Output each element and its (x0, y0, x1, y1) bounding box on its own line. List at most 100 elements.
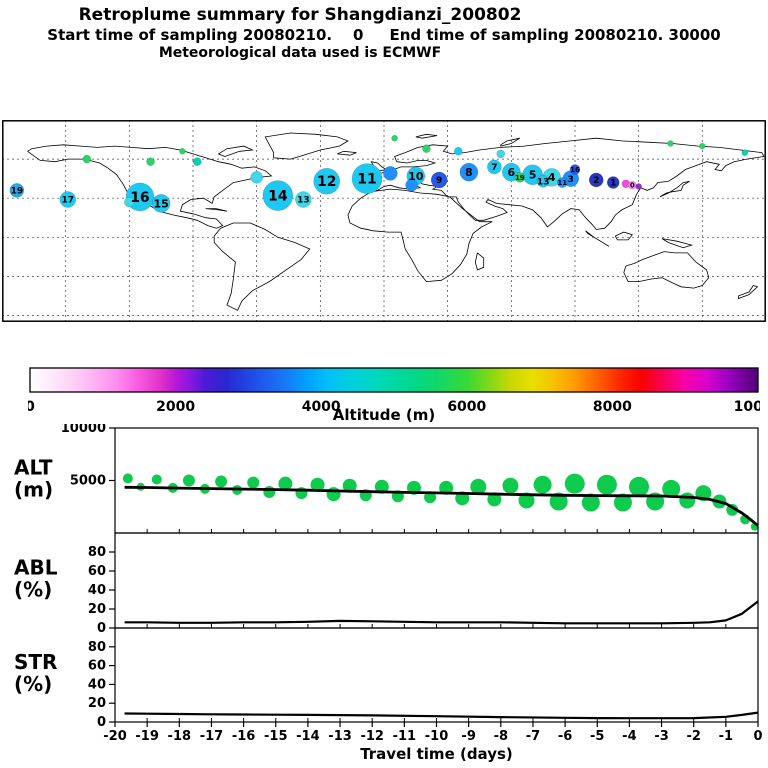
alt-bubble (596, 474, 617, 495)
y-tick-label: 60 (88, 659, 106, 674)
alt-bubble (326, 487, 341, 502)
coastline (738, 285, 759, 300)
map-bubble (262, 180, 294, 211)
map-bubble-day-label: 19 (11, 187, 24, 197)
panel-label-str: (%) (14, 672, 52, 696)
alt-bubble (679, 492, 696, 509)
y-tick-label: 80 (88, 640, 106, 655)
map-bubble-day-label: 3 (568, 175, 574, 185)
y-tick-label: 80 (88, 545, 106, 560)
colorbar-tick-label: 2000 (156, 399, 195, 415)
x-tick-label: -13 (328, 729, 352, 744)
map-bubble (514, 172, 526, 183)
alt-bubble (518, 492, 535, 509)
coastline (364, 137, 765, 230)
x-tick-label: -15 (264, 729, 288, 744)
map-bubble-day-label: 2 (593, 176, 599, 186)
coastline (213, 222, 311, 311)
colorbar-tick-label: 0 (28, 399, 35, 415)
series-line-str (124, 711, 759, 720)
map-bubble-day-label: 8 (465, 166, 473, 179)
panel-frame-str (114, 627, 759, 723)
world-map-panel: 14 11 16 12 5 15 10 8 6 4 17 13 9 3 19 7 2 13 1 19 11 16 0 (2, 120, 766, 322)
map-bubble (606, 176, 620, 189)
colorbar-tick-label: 10000 (734, 399, 760, 415)
x-tick-label: -12 (360, 729, 384, 744)
map-bubble (569, 164, 581, 175)
alt-bubble (629, 476, 650, 497)
alt-bubble (662, 479, 681, 498)
map-bubble (192, 157, 202, 166)
map-bubble (9, 183, 25, 198)
altitude-colorbar: 0 2000 4000 6000 8000 10000 (28, 366, 760, 422)
map-bubble (391, 134, 398, 142)
page-title: Retroplume summary for Shangdianzi_20080… (78, 5, 522, 25)
x-tick-label: -8 (494, 729, 508, 744)
map-bubble (699, 142, 706, 150)
map-bubble (179, 148, 186, 155)
coastline (347, 188, 493, 283)
map-frame (2, 120, 766, 322)
x-tick-label: -11 (393, 729, 417, 744)
alt-bubble (502, 477, 519, 494)
coastline (659, 180, 690, 198)
alt-bubble (122, 473, 133, 484)
x-axis-label: Travel time (days) (360, 745, 513, 763)
map-bubble-day-label: 7 (491, 163, 497, 173)
map-bubble (557, 177, 568, 188)
coastline (217, 145, 254, 157)
map-bubble (430, 171, 448, 189)
alt-bubble (424, 491, 437, 504)
map-bubble (496, 149, 505, 159)
map-bubble (588, 172, 604, 188)
map-bubble-day-label: 4 (548, 171, 556, 184)
map-bubble (250, 171, 263, 184)
y-tick-label: 40 (88, 677, 106, 692)
map-bubble-day-label: 16 (570, 166, 580, 174)
x-tick-label: -17 (200, 729, 224, 744)
x-tick-label: -7 (526, 729, 540, 744)
x-tick-label: -16 (232, 729, 256, 744)
alt-bubble (310, 477, 325, 492)
alt-bubble (151, 474, 162, 485)
map-bubble-day-label: 15 (154, 197, 169, 210)
map-bubble-day-label: 9 (436, 176, 442, 186)
map-bubble (454, 147, 463, 156)
sampling-time-line: Start time of sampling 20080210. 0 End t… (47, 26, 721, 44)
panel-label-abl: ABL (14, 556, 58, 580)
map-bubble-day-label: 19 (515, 174, 525, 182)
map-bubble (351, 163, 383, 194)
y-tick-label: 0 (97, 621, 106, 636)
coastline (500, 137, 521, 147)
map-bubble (59, 191, 77, 208)
map-bubble-day-label: 16 (130, 190, 149, 206)
x-tick-label: -18 (168, 729, 192, 744)
map-bubble-day-label: 10 (408, 170, 424, 183)
panel-frame-abl (114, 532, 759, 629)
coastline (614, 231, 633, 241)
map-bubble-day-label: 5 (529, 169, 537, 182)
x-tick-label: -1 (719, 729, 733, 744)
alt-bubble (581, 493, 600, 512)
x-tick-label: -5 (590, 729, 604, 744)
coastline (337, 150, 357, 156)
alt-bubble (613, 493, 632, 512)
colorbar-tick-label: 4000 (302, 399, 341, 415)
map-bubble (313, 168, 340, 195)
alt-bubble (342, 478, 357, 493)
map-bubble-day-label: 11 (357, 172, 376, 188)
map-bubble (487, 159, 502, 175)
alt-bubble (278, 476, 293, 491)
map-bubble (635, 183, 642, 190)
alt-bubble (263, 486, 276, 499)
y-tick-label: 20 (88, 602, 106, 617)
map-bubble (151, 194, 171, 213)
map-bubble (383, 166, 398, 181)
alt-bubble (215, 475, 228, 488)
alt-bubble (374, 479, 389, 494)
x-tick-label: -19 (135, 729, 159, 744)
x-tick-label: -9 (461, 729, 475, 744)
map-bubble (459, 162, 479, 182)
map-bubble (82, 154, 92, 164)
